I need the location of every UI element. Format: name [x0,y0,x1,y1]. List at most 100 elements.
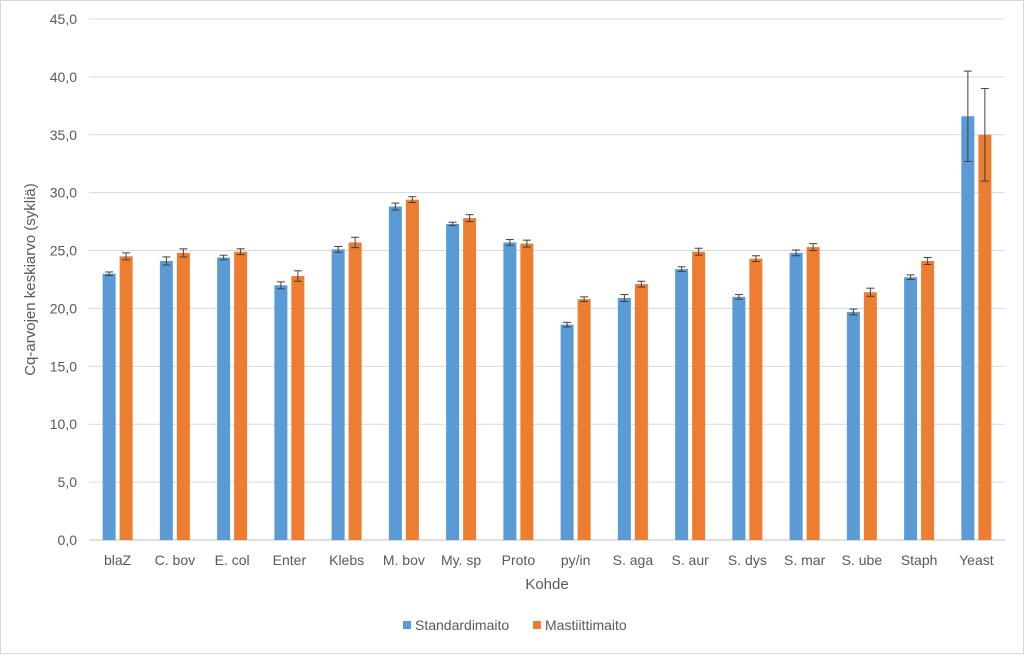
bar-mastiittimaito[interactable] [348,242,362,540]
error-bar [391,202,400,211]
error-bar [505,239,514,246]
bar-standardimaito[interactable] [732,296,746,540]
bar-mastiittimaito[interactable] [291,276,305,540]
y-tick-label: 45,0 [50,11,77,27]
bar-standardimaito[interactable] [904,277,918,540]
y-tick-label: 20,0 [50,300,77,316]
error-bars [105,70,989,328]
bar-mastiittimaito[interactable] [520,243,534,540]
error-bar [219,254,228,261]
error-bar [563,321,572,328]
bar-mastiittimaito[interactable] [405,199,419,540]
legend-swatch [403,621,411,629]
error-bar [980,87,989,182]
bar-mastiittimaito[interactable] [921,260,935,540]
bar-standardimaito[interactable] [846,311,860,540]
x-tick-label: py/in [561,552,591,568]
error-bar [849,308,858,316]
x-tick-labels: blaZ C. bov E. col Enter Klebs M. bov My. sp Pr… [104,552,994,568]
bar-mastiittimaito[interactable] [978,134,992,540]
legend-item-standardimaito[interactable]: Standardimaito [403,617,509,633]
bar-standardimaito[interactable] [217,257,231,540]
error-bar [522,239,531,248]
bar-mastiittimaito[interactable] [234,251,248,541]
bar-mastiittimaito[interactable] [806,247,820,541]
error-bar [408,196,417,204]
error-bar [809,243,818,252]
bar-mastiittimaito[interactable] [863,292,877,540]
y-tick-label: 0,0 [58,532,78,548]
x-tick-label: Klebs [329,552,364,568]
y-tick-label: 5,0 [58,474,78,490]
bar-mastiittimaito[interactable] [692,251,706,541]
error-bar [866,287,875,297]
x-tick-label: E. col [215,552,250,568]
error-bar [734,294,743,300]
x-tick-label: C. bov [155,552,195,568]
error-bar [620,294,629,302]
x-tick-label: M. bov [383,552,425,568]
error-bar [580,296,589,302]
error-bar [351,236,360,249]
x-tick-label: blaZ [104,552,132,568]
error-bar [963,70,972,162]
bar-standardimaito[interactable] [961,116,975,541]
bar-standardimaito[interactable] [446,223,460,540]
bar-standardimaito[interactable] [560,324,574,540]
error-bar [677,266,686,272]
bar-standardimaito[interactable] [102,273,116,540]
y-tick-label: 15,0 [50,358,77,374]
bar-standardimaito[interactable] [331,249,345,541]
y-tick-label: 10,0 [50,416,77,432]
legend[interactable]: Standardimaito Mastiittimaito [403,617,627,633]
error-bar [448,221,457,227]
bar-mastiittimaito[interactable] [577,299,591,540]
error-bar [122,252,131,261]
error-bar [179,248,188,258]
error-bar [293,270,302,282]
bar-standardimaito[interactable] [159,260,173,540]
y-tick-labels: 0,0 5,0 10,0 15,0 20,0 25,0 30,0 35,0 40,0 45,0 [50,11,77,548]
x-tick-label: My. sp [441,552,481,568]
error-bar [465,214,474,223]
bar-mastiittimaito[interactable] [176,252,190,541]
error-bar [637,280,646,288]
bar-standardimaito[interactable] [789,252,803,541]
bar-mastiittimaito[interactable] [463,218,477,541]
y-axis-title: Cq-arvojen keskiarvo (sykliä) [22,183,39,376]
error-bar [276,281,285,290]
error-bar [236,248,245,256]
bar-standardimaito[interactable] [675,269,689,540]
bar-standardimaito[interactable] [274,285,288,540]
legend-item-mastiittimaito[interactable]: Mastiittimaito [533,617,627,633]
error-bar [105,271,114,276]
y-tick-label: 30,0 [50,185,77,201]
error-bar [906,274,915,280]
bars [102,116,992,541]
bar-standardimaito[interactable] [503,242,517,540]
error-bar [792,249,801,257]
y-tick-label: 40,0 [50,69,77,85]
error-bar [923,257,932,265]
x-tick-label: S. aur [671,552,709,568]
bar-mastiittimaito[interactable] [749,258,763,540]
bar-mastiittimaito[interactable] [119,256,133,540]
x-axis-title: Kohde [525,576,568,593]
y-tick-label: 25,0 [50,243,77,259]
bar-standardimaito[interactable] [388,206,402,540]
x-tick-label: S. aga [613,552,654,568]
error-bar [751,255,760,263]
bar-mastiittimaito[interactable] [634,284,648,540]
x-tick-label: Enter [273,552,307,568]
x-tick-label: S. dys [728,552,767,568]
legend-swatch [533,621,541,629]
error-bar [694,247,703,256]
legend-label: Mastiittimaito [545,617,627,633]
bar-standardimaito[interactable] [617,298,631,540]
x-tick-label: Proto [502,552,536,568]
error-bar [334,246,343,253]
x-tick-label: Staph [901,552,938,568]
x-tick-label: S. mar [784,552,826,568]
